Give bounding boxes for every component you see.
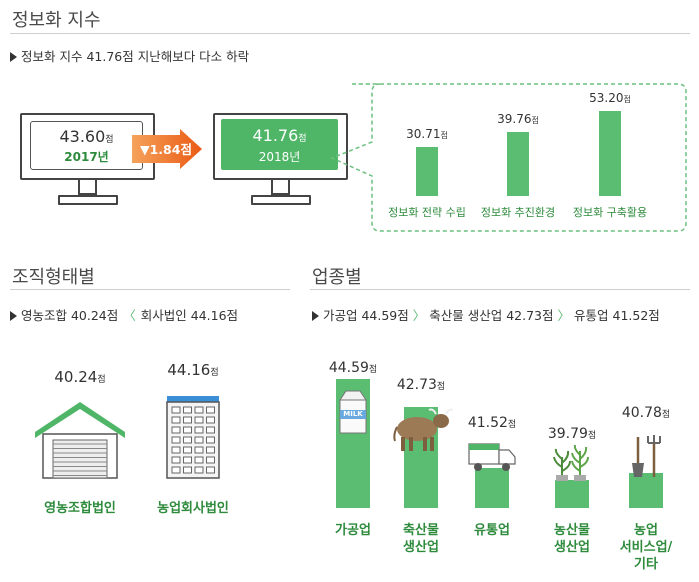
- monitor-2017-neck: [78, 178, 97, 195]
- industry-label-0-line-0: 가공업: [335, 523, 371, 538]
- industry-bar-2: [475, 468, 509, 508]
- org-section-divider: [10, 289, 290, 290]
- crop-plants-icon: [553, 445, 589, 481]
- industry-bar-3: [555, 479, 589, 508]
- index-bar-2: [599, 110, 621, 196]
- farm-warehouse-icon: [35, 402, 125, 479]
- industry-value-4: 40.78점: [621, 405, 671, 421]
- index-bar-label-2: 정보화 구축활용: [572, 206, 648, 219]
- industry-label-4-line-1: 서비스업/: [619, 540, 673, 555]
- monitor-2018-base: [251, 195, 311, 205]
- value-2018: 41.76: [252, 126, 299, 145]
- milk-carton-icon: [339, 390, 367, 434]
- org-value-0-unit: 점: [97, 375, 106, 385]
- industry-label-2: 유통업: [452, 522, 532, 539]
- bullet-triangle-icon: [312, 310, 319, 321]
- industry-label-4-line-0: 농업: [634, 523, 658, 538]
- industry-value-2-unit: 점: [507, 420, 517, 430]
- industry-subtitle: 가공업 44.59점 〉 축산물 생산업 42.73점 〉 유통업 41.52점: [312, 305, 660, 324]
- milk-label: MILK: [343, 410, 363, 418]
- industry-value-0-unit: 점: [368, 365, 378, 375]
- year-2017: 2017년: [64, 150, 109, 164]
- index-bar-label-1: 정보화 추진환경: [480, 206, 556, 219]
- index-bar-value-2: 53.20점: [589, 90, 631, 105]
- monitor-2017: 43.60점 2017년: [20, 113, 155, 205]
- industry-label-2-line-0: 유통업: [474, 523, 510, 538]
- industry-section-divider: [310, 289, 690, 290]
- org-value-1-unit: 점: [210, 368, 219, 378]
- org-section-title: 조직형태별: [12, 267, 95, 288]
- index-bar-label-0: 정보화 전략 수립: [388, 206, 466, 219]
- industry-value-4-unit: 점: [661, 410, 671, 420]
- org-value-1: 44.16점: [167, 361, 219, 379]
- industry-label-1-line-0: 축산물: [403, 523, 439, 538]
- farm-tools-icon: [632, 435, 661, 477]
- monitor-2018-neck: [271, 178, 290, 195]
- industry-value-1-unit: 점: [436, 382, 446, 392]
- index-bar-1: [507, 132, 529, 196]
- industry-label-3-line-1: 생산업: [554, 540, 590, 555]
- monitor-2017-base: [58, 195, 118, 205]
- detail-callout-frame: [330, 83, 687, 232]
- bullet-triangle-icon: [10, 51, 17, 62]
- value-box-2018: 41.76점 2018년: [221, 119, 338, 170]
- industry-section-title: 업종별: [312, 267, 362, 288]
- industry-value-3-unit: 점: [587, 431, 597, 441]
- delivery-truck-icon: [468, 443, 516, 471]
- index-bar-value-0: 30.71점: [406, 126, 448, 141]
- org-value-0: 40.24점: [54, 368, 106, 386]
- index-bar-value-2-unit: 점: [623, 94, 631, 104]
- index-subtitle: 정보화 지수 41.76점 지난해보다 다소 하락: [10, 46, 249, 65]
- index-section-divider: [10, 33, 690, 34]
- index-bar-value-1: 39.76점: [497, 112, 539, 127]
- office-building-icon: [166, 396, 220, 479]
- index-bar-value-1-unit: 점: [531, 116, 539, 126]
- industry-label-4-line-2: 기타: [634, 557, 658, 572]
- org-label-0: 영농조합법인: [44, 501, 116, 516]
- decrease-arrow-icon: [132, 129, 202, 169]
- index-bar-0: [416, 146, 438, 196]
- year-2018: 2018년: [258, 150, 301, 164]
- index-bar-value-0-unit: 점: [440, 130, 448, 140]
- change-label: ▼1.84점: [140, 142, 192, 157]
- industry-value-2: 41.52점: [467, 415, 517, 431]
- index-section-title: 정보화 지수: [12, 10, 101, 31]
- industry-label-1-line-1: 생산업: [403, 540, 439, 555]
- monitor-2018: 41.76점 2018년: [213, 113, 348, 205]
- bullet-triangle-icon: [10, 310, 17, 321]
- value-box-2017: 43.60점 2017년: [30, 121, 143, 170]
- org-label-1: 농업회사법인: [157, 501, 229, 516]
- industry-label-3-line-0: 농산물: [554, 523, 590, 538]
- value-2017: 43.60: [59, 127, 106, 146]
- industry-bar-4: [629, 472, 663, 508]
- industry-value-0: 44.59점: [328, 360, 378, 376]
- org-subtitle: 영농조합 40.24점 〈 회사법인 44.16점: [10, 305, 238, 324]
- cow-icon: [393, 408, 453, 451]
- industry-label-0: 가공업: [313, 522, 393, 539]
- industry-value-1: 42.73점: [396, 377, 446, 393]
- industry-value-3: 39.79점: [547, 426, 597, 442]
